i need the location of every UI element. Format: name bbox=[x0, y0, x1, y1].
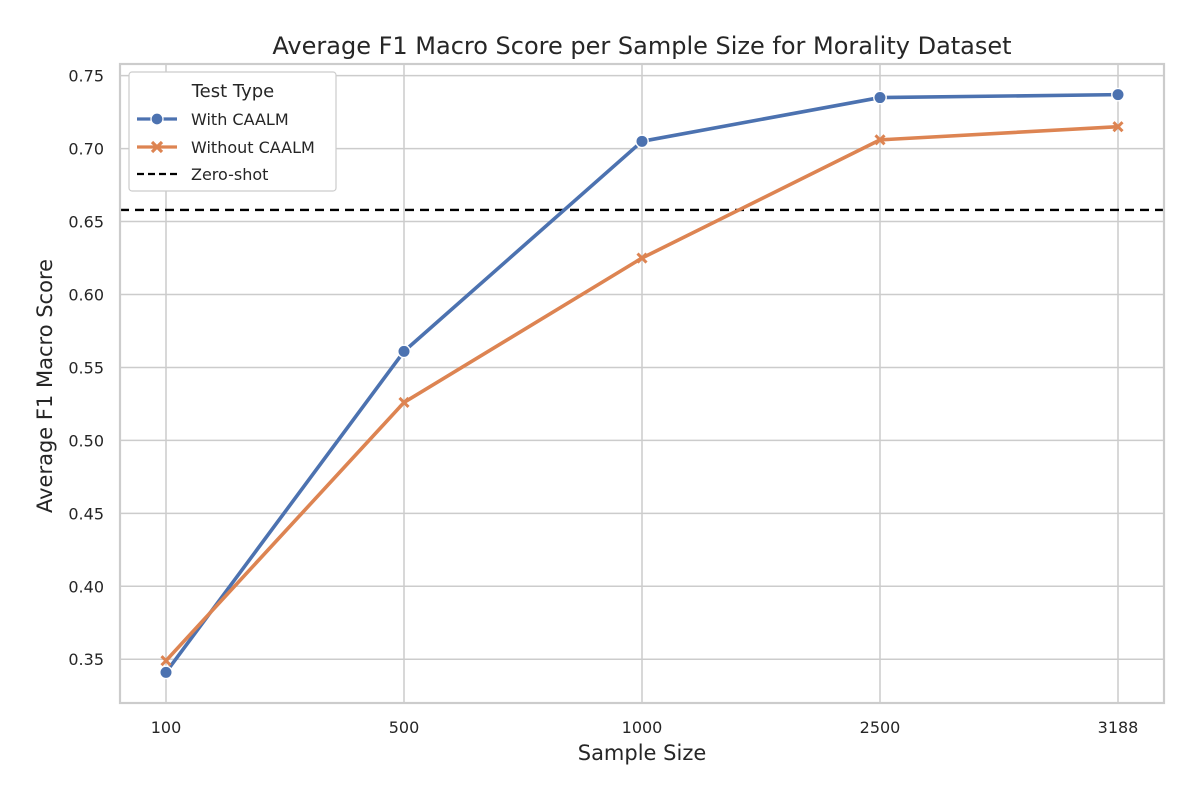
x-tick-label: 500 bbox=[389, 718, 420, 737]
x-tick-label: 100 bbox=[151, 718, 182, 737]
y-tick-label: 0.40 bbox=[68, 577, 104, 596]
y-tick-label: 0.50 bbox=[68, 431, 104, 450]
data-point-with-caalm bbox=[1111, 87, 1125, 102]
x-marker-stroke bbox=[874, 134, 886, 146]
series-lines bbox=[159, 87, 1125, 680]
tick-labels: 100 500 1000 2500 3188 0.35 0.40 0.45 0.50 0.55 0.… bbox=[68, 67, 1138, 737]
legend-x-marker-stroke bbox=[150, 140, 164, 154]
x-marker-stroke bbox=[160, 655, 172, 667]
data-point-without-caalm bbox=[874, 134, 886, 146]
y-tick-label: 0.45 bbox=[68, 504, 104, 523]
plot-border bbox=[118, 62, 1166, 705]
x-axis-label: Sample Size bbox=[578, 741, 707, 765]
x-marker-stroke bbox=[636, 252, 648, 264]
legend-title: Test Type bbox=[191, 81, 275, 102]
x-tick-label: 3188 bbox=[1098, 718, 1139, 737]
data-point-with-caalm bbox=[159, 665, 173, 680]
x-marker-stroke bbox=[1112, 121, 1124, 133]
legend-label-with-caalm: With CAALM bbox=[191, 110, 289, 129]
y-tick-label: 0.70 bbox=[68, 140, 104, 159]
data-point-without-caalm bbox=[160, 655, 172, 667]
x-tick-label: 2500 bbox=[860, 718, 901, 737]
y-tick-label: 0.65 bbox=[68, 213, 104, 232]
legend-circle-marker bbox=[150, 112, 164, 126]
data-point-without-caalm bbox=[398, 396, 410, 409]
legend-x-marker bbox=[150, 140, 164, 154]
data-point-with-caalm bbox=[873, 90, 887, 105]
legend-item-with-caalm: With CAALM bbox=[137, 110, 289, 129]
legend-item-zero-shot: Zero-shot bbox=[137, 165, 268, 184]
x-marker-stroke bbox=[398, 396, 410, 409]
y-tick-label: 0.55 bbox=[68, 358, 104, 377]
legend-item-without-caalm: Without CAALM bbox=[137, 138, 315, 157]
data-point-without-caalm bbox=[1112, 121, 1124, 133]
data-point-without-caalm bbox=[636, 252, 648, 264]
y-tick-label: 0.75 bbox=[68, 67, 104, 86]
legend-label-without-caalm: Without CAALM bbox=[191, 138, 315, 157]
legend-label-zero-shot: Zero-shot bbox=[191, 165, 268, 184]
data-point-with-caalm bbox=[635, 134, 649, 149]
x-tick-label: 1000 bbox=[622, 718, 663, 737]
y-axis-label: Average F1 Macro Score bbox=[33, 259, 57, 513]
y-tick-label: 0.60 bbox=[68, 286, 104, 305]
legend: Test Type With CAALM Without CAALM Zero-… bbox=[128, 71, 337, 192]
legend-box bbox=[128, 71, 337, 192]
plot-frame bbox=[118, 62, 1166, 705]
y-tick-label: 0.35 bbox=[68, 650, 104, 669]
data-point-with-caalm bbox=[397, 344, 411, 359]
chart-title: Average F1 Macro Score per Sample Size f… bbox=[272, 32, 1011, 60]
